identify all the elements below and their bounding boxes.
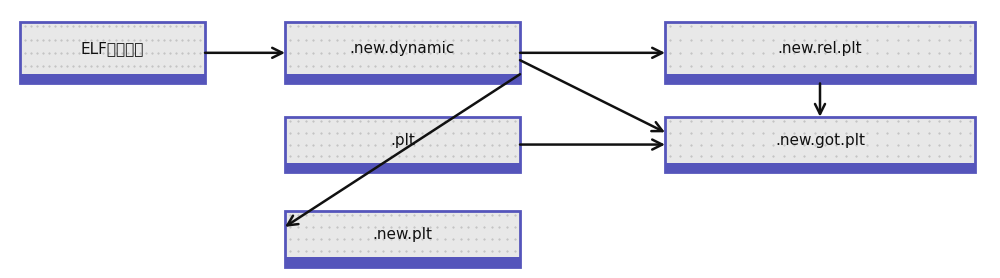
FancyBboxPatch shape [20,74,205,83]
FancyBboxPatch shape [285,74,520,83]
FancyBboxPatch shape [285,117,520,172]
FancyBboxPatch shape [665,74,975,83]
FancyBboxPatch shape [665,117,975,172]
FancyBboxPatch shape [285,211,520,267]
FancyBboxPatch shape [285,257,520,267]
Text: ELF程序表头: ELF程序表头 [81,41,144,56]
Text: .new.rel.plt: .new.rel.plt [778,41,862,56]
Text: .plt: .plt [390,133,415,148]
FancyBboxPatch shape [665,22,975,83]
Text: .new.plt: .new.plt [372,227,432,242]
FancyBboxPatch shape [285,163,520,172]
FancyBboxPatch shape [665,163,975,172]
FancyBboxPatch shape [20,22,205,83]
Text: .new.got.plt: .new.got.plt [775,133,865,148]
FancyBboxPatch shape [285,22,520,83]
Text: .new.dynamic: .new.dynamic [350,41,455,56]
